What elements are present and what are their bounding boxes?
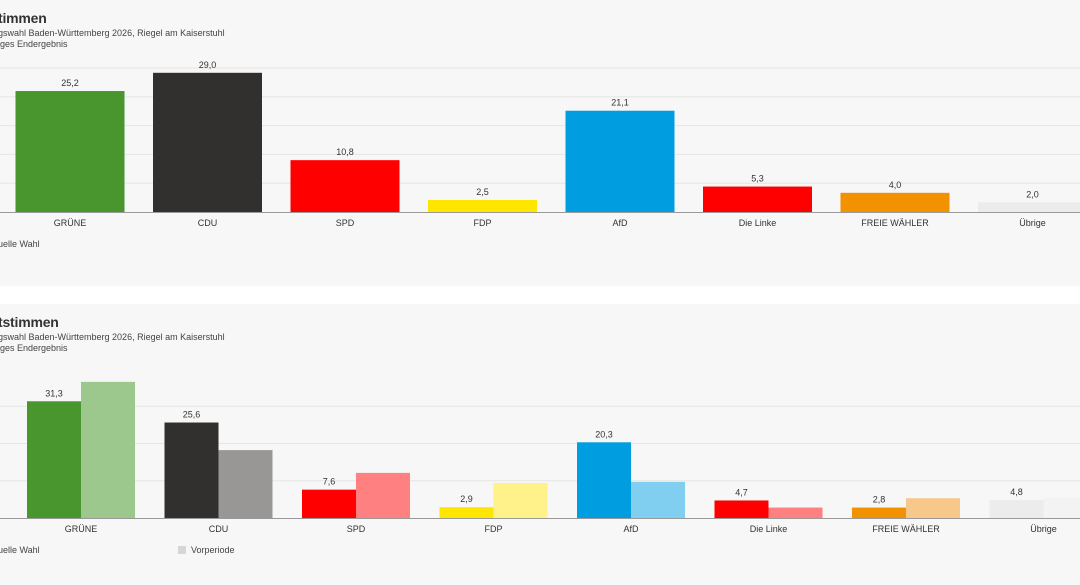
category-label-spd: SPD xyxy=(347,524,366,534)
value-label-fdp: 2,9 xyxy=(460,494,473,504)
zweitstimmen-panel: tstimmen gswahl Baden-Württemberg 2026, … xyxy=(0,304,1080,585)
legend-current: uelle Wahl xyxy=(0,545,40,555)
category-label-fdp: FDP xyxy=(474,218,492,228)
category-label-afd: AfD xyxy=(612,218,628,228)
bar-previous-die-linke xyxy=(768,507,823,518)
bar-current-afd xyxy=(577,442,631,518)
bar-previous-ubrige xyxy=(1043,497,1080,518)
category-label-ubrige: Übrige xyxy=(1019,218,1046,228)
value-label-cdu: 25,6 xyxy=(183,410,201,420)
legend-current-label: uelle Wahl xyxy=(0,239,40,249)
bar-current-die-linke xyxy=(714,500,769,518)
category-label-spd: SPD xyxy=(336,218,355,228)
category-label-freie-wahler: FREIE WÄHLER xyxy=(861,218,929,228)
bar-previous-spd xyxy=(356,472,410,518)
chart-title: tstimmen xyxy=(0,314,59,330)
legend-current-label: uelle Wahl xyxy=(0,545,40,555)
category-label-grune: GRÜNE xyxy=(54,218,87,228)
bar-current-spd xyxy=(302,489,356,518)
value-label-grune: 31,3 xyxy=(45,388,63,398)
category-label-ubrige: Übrige xyxy=(1030,524,1057,534)
category-label-die-linke: Die Linke xyxy=(739,218,777,228)
zweitstimmen-bar-chart: 31,3 GRÜNE 25,6 CDU 7,6 SPD 2,9 FDP 20,3 AfD 4,7 Di… xyxy=(0,381,1080,534)
value-label-cdu: 29,0 xyxy=(199,60,217,70)
bar-die-linke xyxy=(703,186,812,212)
legend-previous: Vorperiode xyxy=(178,545,235,555)
bar-current-freie-wahler xyxy=(852,507,906,518)
bar-spd xyxy=(290,160,400,212)
value-label-die-linke: 4,7 xyxy=(735,487,748,497)
legend-previous-swatch xyxy=(178,546,186,554)
category-label-fdp: FDP xyxy=(485,524,503,534)
value-label-freie-wahler: 4,0 xyxy=(889,180,902,190)
bar-ubrige xyxy=(978,202,1080,212)
value-label-spd: 7,6 xyxy=(323,477,336,487)
bar-freie-wahler xyxy=(840,192,950,212)
value-label-freie-wahler: 2,8 xyxy=(873,495,886,505)
bar-afd xyxy=(565,110,675,212)
value-label-die-linke: 5,3 xyxy=(751,174,764,184)
category-label-cdu: CDU xyxy=(198,218,218,228)
category-label-cdu: CDU xyxy=(209,524,229,534)
bar-previous-fdp xyxy=(493,482,548,518)
value-label-afd: 20,3 xyxy=(595,429,613,439)
bar-previous-grune xyxy=(81,381,135,518)
bar-previous-freie-wahler xyxy=(906,498,960,518)
value-label-spd: 10,8 xyxy=(336,147,354,157)
subtitle-status: iges Endergebnis xyxy=(0,343,68,353)
chart-title: timmen xyxy=(0,10,47,26)
bar-grune xyxy=(15,91,125,212)
chart-subtitle: gswahl Baden-Württemberg 2026, Riegel am… xyxy=(0,28,225,50)
bar-previous-cdu xyxy=(218,450,273,518)
erststimmen-bar-chart: 25,2 GRÜNE 29,0 CDU 10,8 SPD 2,5 FDP 21,1 AfD 5,3 D… xyxy=(0,60,1080,228)
bar-previous-afd xyxy=(631,481,685,518)
value-label-fdp: 2,5 xyxy=(476,187,489,197)
subtitle-election: gswahl Baden-Württemberg 2026, Riegel am… xyxy=(0,28,225,38)
subtitle-election: gswahl Baden-Württemberg 2026, Riegel am… xyxy=(0,332,225,342)
subtitle-status: iges Endergebnis xyxy=(0,39,68,49)
bar-current-cdu xyxy=(164,422,219,518)
category-label-die-linke: Die Linke xyxy=(750,524,788,534)
value-label-grune: 25,2 xyxy=(61,78,79,88)
chart-subtitle: gswahl Baden-Württemberg 2026, Riegel am… xyxy=(0,332,225,354)
value-label-ubrige: 4,8 xyxy=(1010,487,1023,497)
category-label-grune: GRÜNE xyxy=(65,524,98,534)
legend-previous-label: Vorperiode xyxy=(191,545,235,555)
bar-cdu xyxy=(153,72,262,212)
category-label-freie-wahler: FREIE WÄHLER xyxy=(872,524,940,534)
erststimmen-panel: timmen gswahl Baden-Württemberg 2026, Ri… xyxy=(0,0,1080,286)
bar-current-grune xyxy=(27,401,81,518)
bar-fdp xyxy=(428,200,537,212)
bar-current-fdp xyxy=(439,507,494,518)
category-label-afd: AfD xyxy=(623,524,639,534)
value-label-afd: 21,1 xyxy=(611,98,629,108)
value-label-ubrige: 2,0 xyxy=(1026,189,1039,199)
bar-current-ubrige xyxy=(989,500,1044,518)
legend-current: uelle Wahl xyxy=(0,239,40,249)
